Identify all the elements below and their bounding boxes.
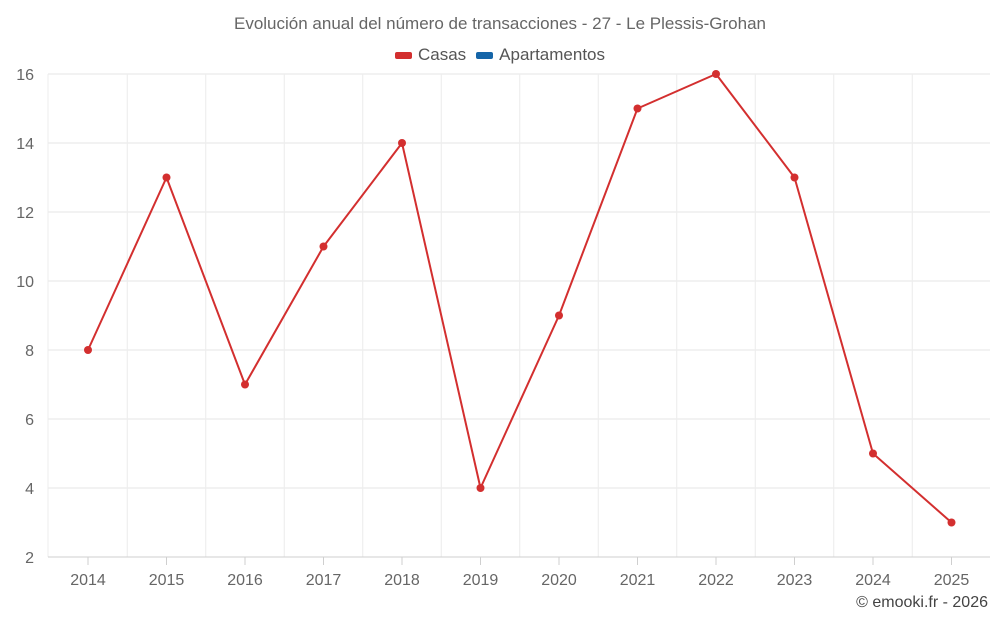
data-point[interactable]: [241, 380, 249, 389]
x-tick-label: 2018: [384, 572, 420, 589]
grid: [47, 73, 990, 558]
data-point[interactable]: [947, 518, 956, 527]
legend-swatch-casas: [394, 51, 412, 59]
credit-text: © emooki.fr - 2026: [856, 594, 988, 611]
legend-swatch-apartamentos: [476, 51, 494, 59]
y-tick-label: 12: [16, 205, 34, 222]
axes: 2 4 6 8 10 12 14 16 2014 2015 2016 2017 2018 2019 2020…: [16, 67, 990, 589]
x-tick-label: 2017: [306, 572, 342, 589]
legend-item-casas[interactable]: Casas: [394, 45, 467, 65]
data-point[interactable]: [319, 242, 328, 251]
x-tick-label: 2021: [620, 572, 656, 589]
data-point[interactable]: [869, 449, 877, 458]
data-point[interactable]: [84, 346, 92, 354]
y-tick-label: 14: [16, 136, 34, 153]
y-tick-label: 10: [16, 274, 34, 291]
data-point[interactable]: [555, 311, 563, 320]
y-tick-label: 4: [25, 481, 34, 498]
data-point[interactable]: [162, 173, 171, 182]
y-tick-label: 8: [25, 343, 34, 360]
series-line-casas: [87, 73, 953, 524]
legend-item-apartamentos[interactable]: Apartamentos: [476, 45, 605, 65]
legend: Casas Apartamentos: [0, 45, 1000, 65]
data-point[interactable]: [633, 104, 642, 113]
y-tick-label: 16: [16, 67, 34, 84]
data-point[interactable]: [790, 173, 799, 182]
x-tick-label: 2015: [149, 572, 185, 589]
x-tick-label: 2020: [541, 572, 577, 589]
x-tick-label: 2022: [698, 572, 734, 589]
x-tick-label: 2023: [777, 572, 813, 589]
data-point[interactable]: [476, 484, 485, 492]
x-tick-label: 2019: [463, 572, 499, 589]
x-tick-label: 2016: [227, 572, 263, 589]
x-tick-label: 2025: [934, 572, 970, 589]
data-point[interactable]: [712, 70, 720, 78]
x-tick-label: 2014: [70, 572, 106, 589]
y-tick-label: 6: [25, 412, 34, 429]
series-layer: [84, 70, 956, 527]
legend-label-casas: Casas: [417, 45, 467, 64]
chart-title: Evolución anual del número de transaccio…: [233, 14, 766, 33]
y-tick-label: 2: [25, 550, 34, 567]
x-tick-label: 2024: [855, 572, 891, 589]
data-point[interactable]: [398, 139, 406, 147]
legend-label-apartamentos: Apartamentos: [499, 45, 606, 64]
